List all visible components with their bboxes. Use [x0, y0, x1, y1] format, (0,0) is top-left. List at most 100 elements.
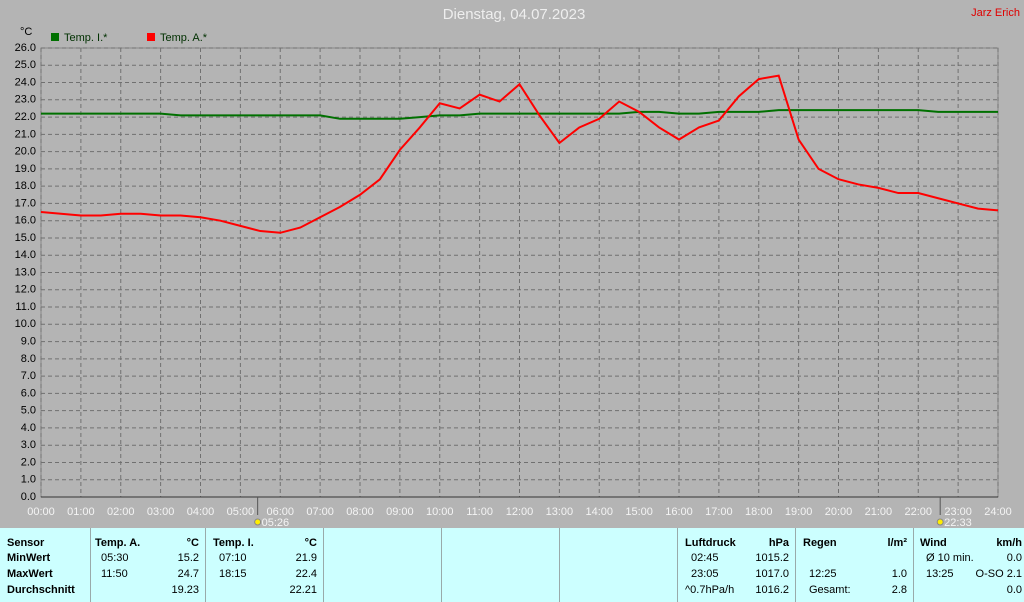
legend-swatch [147, 33, 155, 41]
separator [913, 528, 914, 602]
y-tick-label: 23.0 [15, 94, 36, 106]
sun-time: 22:33 [944, 517, 972, 528]
table-cell: 1015.2 [755, 552, 789, 564]
y-tick-label: 25.0 [15, 59, 36, 71]
separator [559, 528, 560, 602]
x-tick-label: 02:00 [107, 506, 135, 518]
table-cell: 23:05 [691, 568, 719, 580]
table-cell: 02:45 [691, 552, 719, 564]
unit-header: °C [304, 537, 317, 549]
x-tick-label: 09:00 [386, 506, 414, 518]
x-tick-label: 05:00 [227, 506, 255, 518]
y-tick-label: 14.0 [15, 249, 36, 261]
row-label: MaxWert [7, 568, 53, 580]
x-tick-label: 23:00 [944, 506, 972, 518]
x-tick-label: 19:00 [785, 506, 813, 518]
separator [441, 528, 442, 602]
y-tick-label: 1.0 [21, 474, 36, 486]
table-cell: 1.0 [891, 568, 907, 580]
legend-label: Temp. I.* [64, 32, 108, 44]
table-cell: 1016.2 [755, 584, 789, 596]
y-tick-label: 4.0 [21, 422, 36, 434]
table-cell: Ø 10 min. [926, 552, 974, 564]
series-line [41, 109, 998, 120]
table-cell: 24.7 [177, 568, 199, 580]
y-tick-label: 12.0 [15, 284, 36, 296]
y-tick-label: 22.0 [15, 111, 36, 123]
x-tick-label: 08:00 [346, 506, 374, 518]
y-tick-label: 11.0 [15, 301, 36, 313]
sun-time: 05:26 [262, 517, 290, 528]
y-tick-label: 24.0 [15, 76, 36, 88]
x-tick-label: 24:00 [984, 506, 1012, 518]
y-tick-label: 17.0 [15, 197, 36, 209]
column-header: Temp. A. [95, 537, 141, 549]
table-cell: 1017.0 [755, 568, 789, 580]
y-tick-label: 18.0 [15, 180, 36, 192]
y-tick-label: 9.0 [21, 335, 36, 347]
y-tick-label: 8.0 [21, 353, 36, 365]
x-tick-label: 13:00 [546, 506, 574, 518]
y-tick-label: 7.0 [21, 370, 36, 382]
legend-label: Temp. A.* [160, 32, 208, 44]
y-tick-label: 13.0 [15, 266, 36, 278]
table-cell: 0.0 [1006, 584, 1022, 596]
table-cell: 22.4 [295, 568, 317, 580]
separator [677, 528, 678, 602]
sun-icon [936, 518, 944, 526]
series-line [40, 74, 999, 234]
unit-header: hPa [768, 537, 789, 549]
y-tick-label: 3.0 [21, 439, 36, 451]
x-tick-label: 04:00 [187, 506, 215, 518]
table-cell: 2.8 [891, 584, 907, 596]
unit-header: °C [186, 537, 199, 549]
table-cell: 21.9 [295, 552, 317, 564]
x-tick-label: 11:00 [466, 506, 493, 518]
table-cell: ^0.7hPa/h [685, 584, 735, 596]
x-tick-label: 18:00 [745, 506, 773, 518]
x-tick-label: 06:00 [266, 506, 294, 518]
x-tick-label: 14:00 [585, 506, 613, 518]
y-tick-label: 20.0 [15, 146, 36, 158]
y-tick-label: 26.0 [15, 42, 36, 54]
row-label: MinWert [7, 552, 51, 564]
unit-header: l/m² [887, 537, 907, 549]
y-tick-label: 0.0 [21, 491, 36, 503]
x-tick-label: 01:00 [67, 506, 95, 518]
y-tick-label: 19.0 [15, 163, 36, 175]
x-tick-label: 22:00 [904, 506, 932, 518]
table-cell: 19.23 [171, 584, 199, 596]
y-tick-label: 6.0 [21, 387, 36, 399]
x-tick-label: 12:00 [506, 506, 534, 518]
row-label: Durchschnitt [7, 584, 75, 596]
x-tick-label: 15:00 [625, 506, 653, 518]
sun-icon [254, 518, 262, 526]
column-header: Luftdruck [685, 537, 736, 549]
table-cell: 05:30 [101, 552, 129, 564]
column-header: Wind [920, 537, 947, 549]
table-cell: 22.21 [289, 584, 317, 596]
column-header: Temp. I. [213, 537, 254, 549]
table-cell: 15.2 [177, 552, 199, 564]
separator [90, 528, 91, 602]
table-cell: 18:15 [219, 568, 247, 580]
x-tick-label: 17:00 [705, 506, 733, 518]
y-tick-label: 21.0 [15, 128, 36, 140]
table-cell: Gesamt: [809, 584, 851, 596]
stats-table: Sensor MinWert MaxWert Durchschnitt Temp. A.… [0, 528, 1024, 602]
x-tick-label: 20:00 [825, 506, 853, 518]
y-tick-label: 10.0 [15, 318, 36, 330]
table-cell: 11:50 [101, 568, 128, 580]
table-cell: O-SO 2.1 [975, 568, 1022, 580]
column-header: Regen [803, 537, 837, 549]
legend-swatch [51, 33, 59, 41]
x-tick-label: 07:00 [306, 506, 334, 518]
chart: Dienstag, 04.07.2023 Jarz Erich °C 0.0 1.… [15, 6, 1020, 529]
y-tick-label: 2.0 [21, 456, 36, 468]
author: Jarz Erich [971, 7, 1020, 19]
y-tick-label: 5.0 [21, 405, 36, 417]
x-tick-label: 10:00 [426, 506, 454, 518]
unit-header: km/h [996, 537, 1022, 549]
x-tick-label: 03:00 [147, 506, 175, 518]
